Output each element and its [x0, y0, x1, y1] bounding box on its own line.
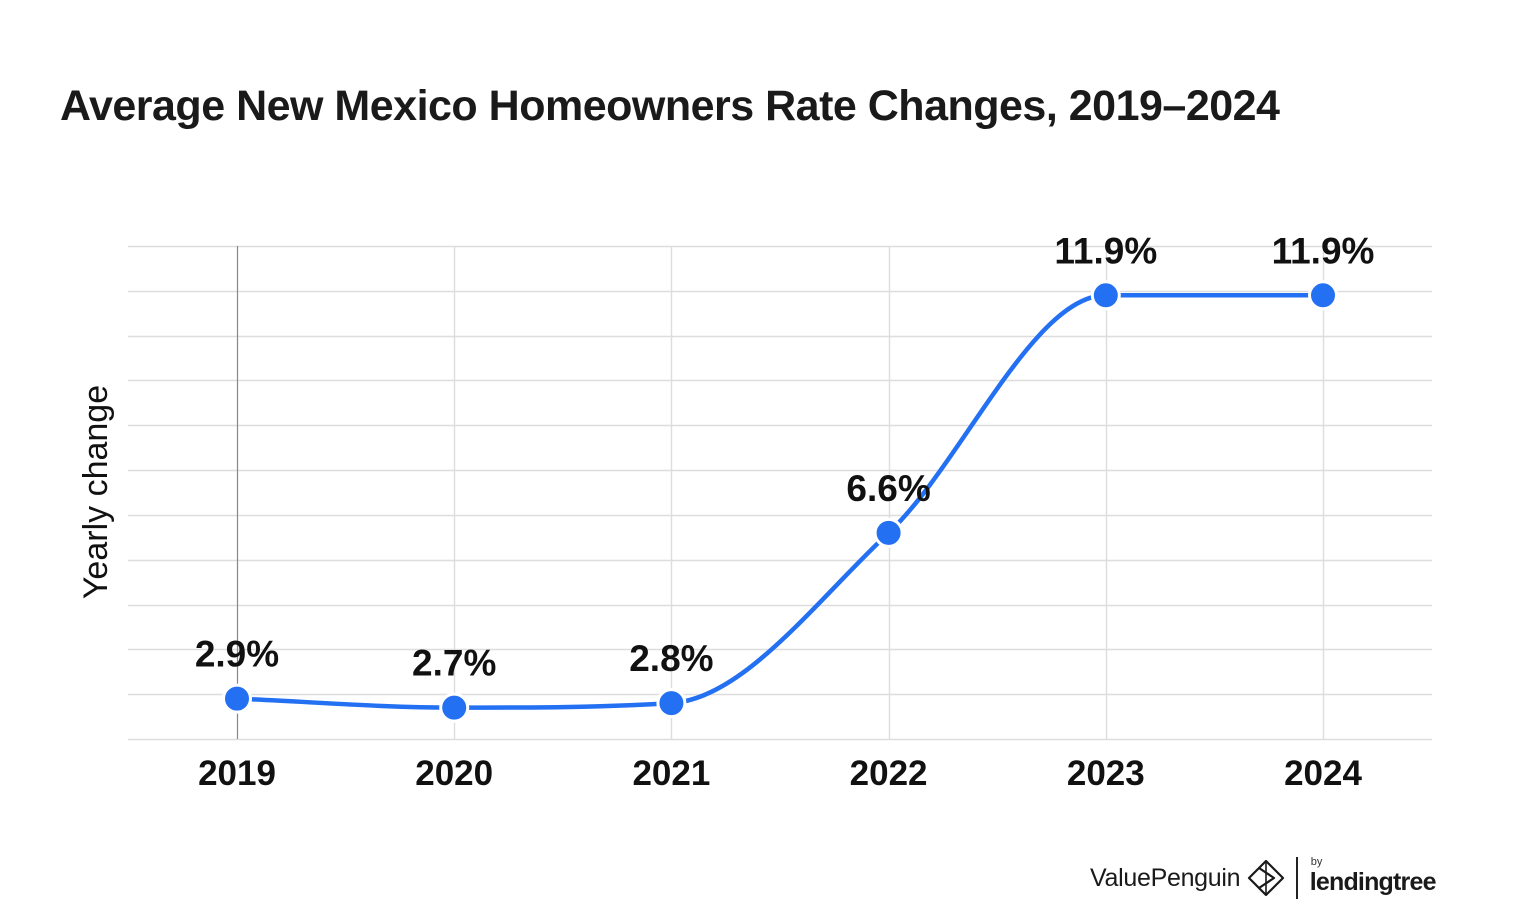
series-line-layer: [234, 293, 1326, 710]
data-point-2019: [222, 683, 252, 714]
brand-divider: [1296, 857, 1298, 899]
data-points: [222, 280, 1338, 723]
x-tick-label-2024: 2024: [1284, 754, 1362, 793]
series-line: [234, 293, 1326, 710]
data-label-2019: 2.9%: [195, 634, 279, 675]
y-axis-label: Yearly change: [77, 385, 115, 599]
chart-title: Average New Mexico Homeowners Rate Chang…: [60, 82, 1280, 130]
x-tick-label-2019: 2019: [198, 754, 276, 793]
data-point-2023: [1090, 280, 1121, 311]
brand-footer: ValuePenguin by lendingtree: [1090, 856, 1437, 899]
data-label-2021: 2.8%: [629, 638, 713, 679]
x-tick-label-2021: 2021: [632, 754, 710, 793]
brand-name: ValuePenguin: [1090, 863, 1241, 892]
partner-name: lendingtree: [1309, 867, 1437, 896]
data-label-2022: 6.6%: [846, 468, 930, 509]
data-point-2020: [439, 692, 470, 723]
x-axis-ticks: 2019 2020 2021 2022 2023 2024: [198, 754, 1362, 793]
partner-logo: by lendingtree: [1309, 856, 1437, 897]
data-point-2022: [873, 517, 904, 548]
data-labels: 2.9% 2.7% 2.8% 6.6% 11.9% 11.9%: [195, 230, 1375, 683]
data-point-2021: [656, 688, 687, 719]
data-label-2024: 11.9%: [1272, 230, 1375, 271]
value-penguin-logo-icon: [1248, 859, 1285, 897]
partner-prefix: by: [1310, 855, 1323, 868]
x-tick-label-2022: 2022: [850, 754, 928, 793]
data-label-2020: 2.7%: [412, 643, 496, 684]
gridlines: [128, 245, 1432, 741]
data-label-2023: 11.9%: [1054, 230, 1157, 271]
x-tick-label-2020: 2020: [415, 754, 493, 793]
data-point-2024: [1308, 280, 1338, 311]
x-tick-label-2023: 2023: [1067, 754, 1145, 793]
